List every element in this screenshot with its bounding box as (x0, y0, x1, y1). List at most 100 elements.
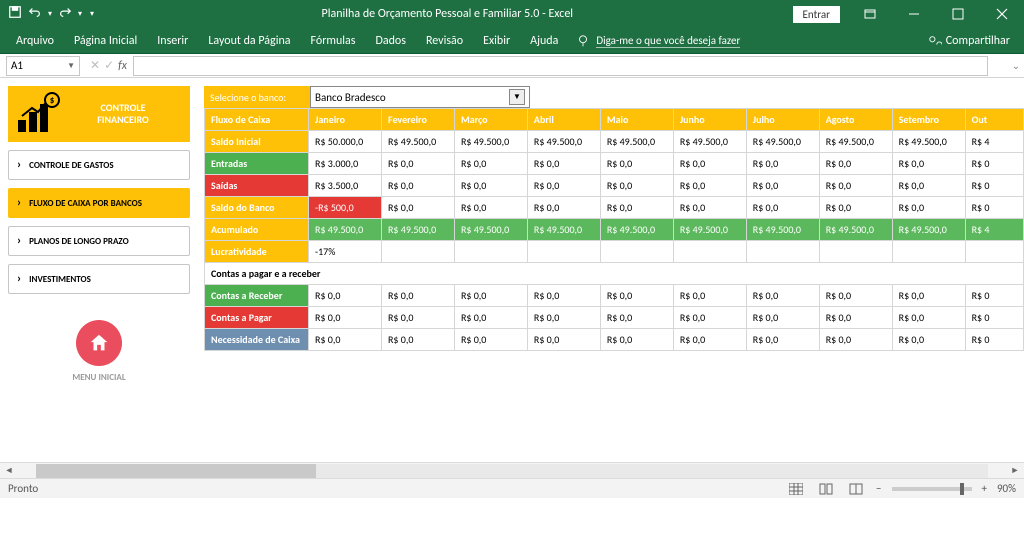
cell[interactable]: R$ 0,0 (600, 329, 673, 351)
cell[interactable]: R$ 49.500,0 (454, 131, 527, 153)
cell[interactable]: R$ 0,0 (527, 285, 600, 307)
tab-formulas[interactable]: Fórmulas (301, 28, 366, 54)
name-box[interactable]: A1 ▼ (6, 56, 80, 76)
cell[interactable]: R$ 0,0 (892, 285, 965, 307)
cell[interactable] (673, 241, 746, 263)
minimize-icon[interactable] (892, 0, 936, 28)
cell[interactable]: R$ 0 (965, 307, 1023, 329)
cell[interactable]: R$ 0,0 (819, 175, 892, 197)
tellme-search[interactable]: Diga-me o que você deseja fazer (576, 34, 740, 48)
cell[interactable] (454, 241, 527, 263)
cell[interactable]: R$ 0,0 (673, 329, 746, 351)
tab-inserir[interactable]: Inserir (147, 28, 198, 54)
cell[interactable]: R$ 49.500,0 (892, 219, 965, 241)
cell[interactable]: R$ 0,0 (819, 329, 892, 351)
cell[interactable]: R$ 0,0 (746, 307, 819, 329)
cell[interactable]: R$ 0,0 (454, 153, 527, 175)
cell[interactable]: R$ 49.500,0 (454, 219, 527, 241)
cell[interactable] (892, 241, 965, 263)
cell[interactable]: R$ 0 (965, 153, 1023, 175)
cell[interactable]: R$ 49.500,0 (382, 219, 455, 241)
cell[interactable]: R$ 0,0 (819, 197, 892, 219)
namebox-dropdown-icon[interactable]: ▼ (67, 61, 75, 71)
cell[interactable]: R$ 0,0 (746, 197, 819, 219)
redo-icon[interactable] (58, 5, 72, 23)
cell[interactable]: R$ 49.500,0 (819, 131, 892, 153)
cell[interactable]: R$ 0,0 (673, 153, 746, 175)
nav-investimentos[interactable]: ›INVESTIMENTOS (8, 264, 190, 294)
fx-icon[interactable]: fx (118, 59, 127, 73)
cell[interactable]: R$ 0,0 (746, 153, 819, 175)
scroll-track[interactable] (36, 464, 988, 478)
cell[interactable]: R$ 3.500,0 (309, 175, 382, 197)
cell[interactable]: R$ 0,0 (382, 175, 455, 197)
cell[interactable]: R$ 49.500,0 (527, 219, 600, 241)
cell[interactable]: R$ 0,0 (819, 153, 892, 175)
tab-layout[interactable]: Layout da Página (198, 28, 300, 54)
scroll-left-icon[interactable]: ◄ (0, 465, 18, 476)
cell[interactable]: R$ 0,0 (382, 197, 455, 219)
cell[interactable]: R$ 0,0 (819, 307, 892, 329)
ribbon-display-icon[interactable] (848, 0, 892, 28)
cell[interactable]: R$ 0,0 (673, 197, 746, 219)
cell[interactable]: R$ 0,0 (309, 329, 382, 351)
cell[interactable]: R$ 49.500,0 (527, 131, 600, 153)
cell[interactable]: R$ 0,0 (382, 285, 455, 307)
tab-dados[interactable]: Dados (365, 28, 415, 54)
scroll-thumb[interactable] (36, 464, 316, 478)
cell[interactable]: R$ 0,0 (527, 153, 600, 175)
cell[interactable]: R$ 0,0 (454, 175, 527, 197)
cell[interactable]: R$ 0,0 (892, 197, 965, 219)
tab-arquivo[interactable]: Arquivo (6, 28, 64, 54)
cell[interactable]: R$ 0,0 (746, 329, 819, 351)
tab-inicio[interactable]: Página Inicial (64, 28, 147, 54)
cell[interactable]: R$ 0 (965, 329, 1023, 351)
formula-expand-icon[interactable]: ⌄ (1008, 59, 1024, 72)
signin-button[interactable]: Entrar (793, 6, 840, 23)
share-button[interactable]: Compartilhar (928, 34, 1018, 48)
cell[interactable]: R$ 49.500,0 (746, 131, 819, 153)
cell[interactable]: R$ 0,0 (527, 307, 600, 329)
cell[interactable]: R$ 0 (965, 285, 1023, 307)
cell[interactable]: R$ 0,0 (892, 307, 965, 329)
cell[interactable]: R$ 0,0 (819, 285, 892, 307)
zoom-slider[interactable] (892, 487, 972, 491)
nav-fluxo-caixa[interactable]: ›FLUXO DE CAIXA POR BANCOS (8, 188, 190, 218)
cancel-icon[interactable]: ✕ (90, 58, 100, 73)
cell[interactable]: R$ 49.500,0 (746, 219, 819, 241)
bank-dropdown[interactable]: Banco Bradesco ▼ (310, 86, 530, 108)
cell[interactable]: R$ 0,0 (600, 285, 673, 307)
cell[interactable]: -R$ 500,0 (309, 197, 382, 219)
cell[interactable]: R$ 0,0 (600, 307, 673, 329)
maximize-icon[interactable] (936, 0, 980, 28)
cell[interactable]: R$ 0,0 (673, 175, 746, 197)
cell[interactable]: R$ 0,0 (454, 197, 527, 219)
page-layout-view-icon[interactable] (816, 481, 836, 497)
cell[interactable]: R$ 49.500,0 (600, 219, 673, 241)
tab-exibir[interactable]: Exibir (473, 28, 520, 54)
cell[interactable] (746, 241, 819, 263)
zoom-out-icon[interactable]: − (876, 482, 881, 495)
cell[interactable]: R$ 0,0 (527, 197, 600, 219)
cell[interactable]: R$ 0,0 (309, 285, 382, 307)
cell[interactable]: R$ 0,0 (527, 329, 600, 351)
cell[interactable]: R$ 0,0 (600, 197, 673, 219)
cell[interactable]: R$ 0 (965, 175, 1023, 197)
cell[interactable]: R$ 0,0 (382, 153, 455, 175)
nav-controle-gastos[interactable]: ›CONTROLE DE GASTOS (8, 150, 190, 180)
cell[interactable]: R$ 0,0 (382, 307, 455, 329)
normal-view-icon[interactable] (786, 481, 806, 497)
tab-revisao[interactable]: Revisão (416, 28, 473, 54)
cell[interactable]: R$ 0,0 (454, 329, 527, 351)
cell[interactable]: R$ 0,0 (673, 307, 746, 329)
cell[interactable]: R$ 49.500,0 (892, 131, 965, 153)
cell[interactable]: R$ 3.000,0 (309, 153, 382, 175)
cell[interactable]: R$ 0,0 (600, 153, 673, 175)
cell[interactable]: R$ 49.500,0 (819, 219, 892, 241)
nav-planos-longo-prazo[interactable]: ›PLANOS DE LONGO PRAZO (8, 226, 190, 256)
zoom-in-icon[interactable]: + (982, 482, 987, 495)
cell[interactable] (819, 241, 892, 263)
cell[interactable]: R$ 0,0 (527, 175, 600, 197)
cell[interactable]: R$ 4 (965, 219, 1023, 241)
cell[interactable]: -17% (309, 241, 382, 263)
